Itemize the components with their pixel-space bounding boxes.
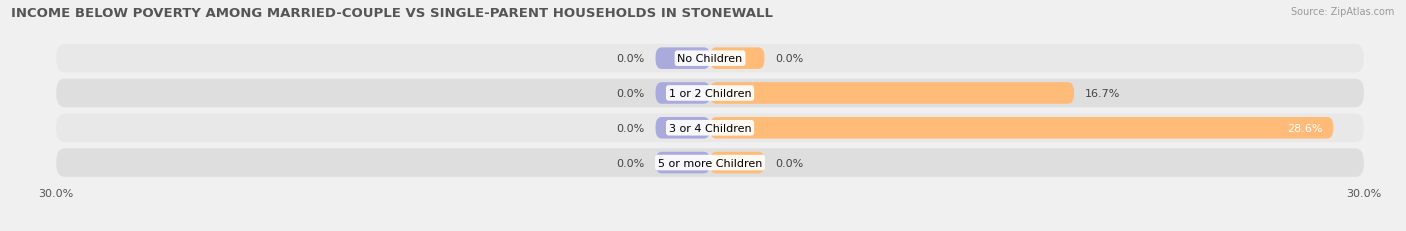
FancyBboxPatch shape bbox=[710, 83, 1074, 104]
FancyBboxPatch shape bbox=[56, 149, 1364, 177]
Text: 16.7%: 16.7% bbox=[1085, 88, 1121, 99]
Text: 0.0%: 0.0% bbox=[776, 54, 804, 64]
Text: No Children: No Children bbox=[678, 54, 742, 64]
FancyBboxPatch shape bbox=[710, 152, 765, 174]
Text: 0.0%: 0.0% bbox=[616, 158, 644, 168]
Text: 28.6%: 28.6% bbox=[1286, 123, 1323, 133]
FancyBboxPatch shape bbox=[56, 114, 1364, 142]
Text: 0.0%: 0.0% bbox=[616, 88, 644, 99]
Text: 0.0%: 0.0% bbox=[776, 158, 804, 168]
FancyBboxPatch shape bbox=[655, 48, 710, 70]
FancyBboxPatch shape bbox=[710, 118, 1333, 139]
FancyBboxPatch shape bbox=[655, 152, 710, 174]
FancyBboxPatch shape bbox=[56, 45, 1364, 73]
FancyBboxPatch shape bbox=[56, 79, 1364, 108]
Text: 0.0%: 0.0% bbox=[616, 54, 644, 64]
Text: INCOME BELOW POVERTY AMONG MARRIED-COUPLE VS SINGLE-PARENT HOUSEHOLDS IN STONEWA: INCOME BELOW POVERTY AMONG MARRIED-COUPL… bbox=[11, 7, 773, 20]
Text: 5 or more Children: 5 or more Children bbox=[658, 158, 762, 168]
Text: 1 or 2 Children: 1 or 2 Children bbox=[669, 88, 751, 99]
FancyBboxPatch shape bbox=[655, 83, 710, 104]
Text: 3 or 4 Children: 3 or 4 Children bbox=[669, 123, 751, 133]
Text: Source: ZipAtlas.com: Source: ZipAtlas.com bbox=[1291, 7, 1395, 17]
Text: 0.0%: 0.0% bbox=[616, 123, 644, 133]
FancyBboxPatch shape bbox=[710, 48, 765, 70]
FancyBboxPatch shape bbox=[655, 118, 710, 139]
